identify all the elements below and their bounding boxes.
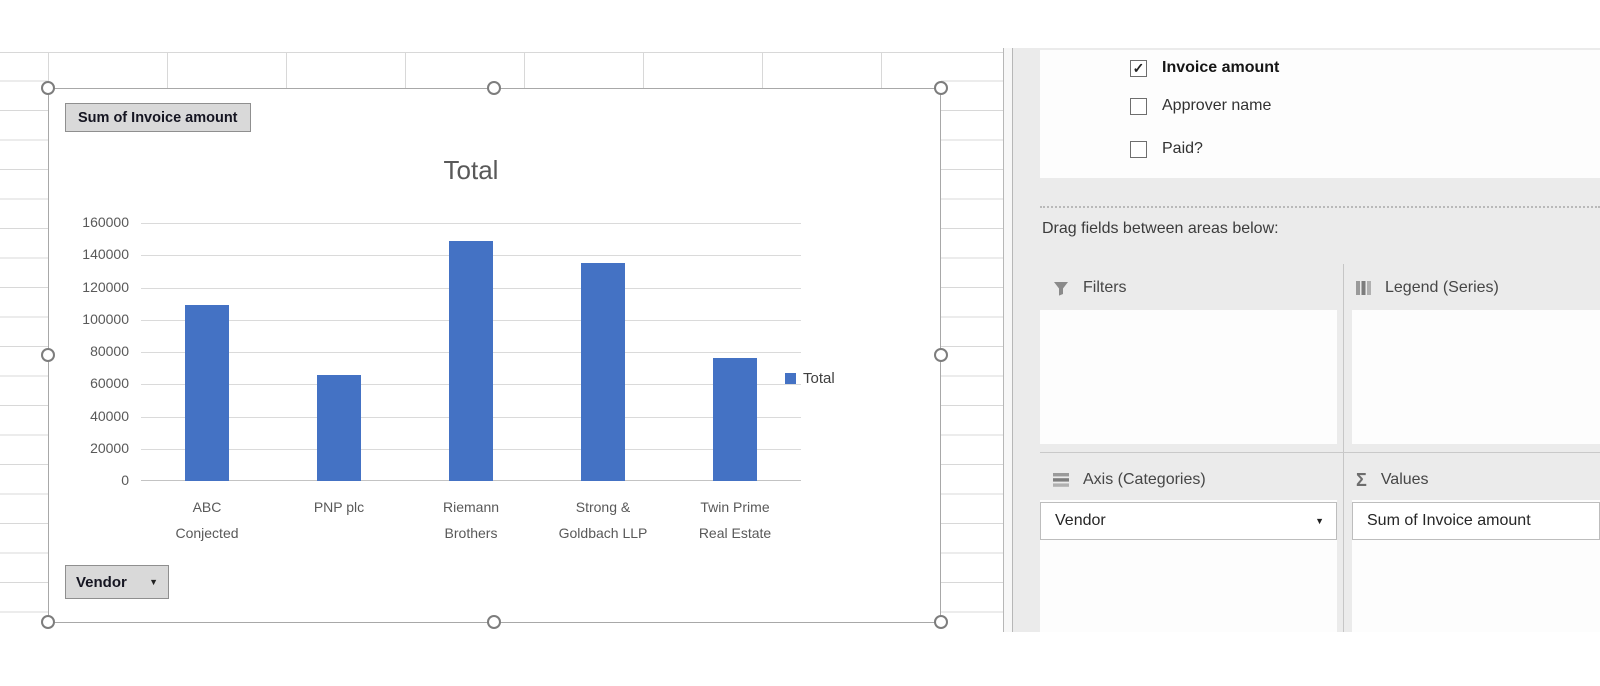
sheet-row-gridlines <box>0 52 48 636</box>
field-list: ✓ Invoice amount Approver name Paid? <box>1040 50 1600 178</box>
pivotchart-fields-pane: ✓ Invoice amount Approver name Paid? Dra… <box>1013 48 1600 632</box>
x-axis-category-label: Strong & Goldbach LLP <box>558 499 648 541</box>
resize-handle-bottom-right[interactable] <box>934 615 948 629</box>
y-axis-tick-label: 0 <box>121 472 129 488</box>
field-checkbox-row-invoice-amount[interactable]: ✓ Invoice amount <box>1130 57 1279 79</box>
legend-area-label: Legend (Series) <box>1385 279 1499 296</box>
resize-handle-bottom-left[interactable] <box>41 615 55 629</box>
resize-handle-middle-left[interactable] <box>41 348 55 362</box>
chart-title[interactable]: Total <box>443 155 499 185</box>
bar-strong-&-goldbach-llp[interactable] <box>581 263 625 481</box>
field-checkbox-row-paid[interactable]: Paid? <box>1130 138 1203 160</box>
gridline <box>141 223 801 224</box>
x-axis-category-label: Twin Prime Real Estate <box>698 499 772 541</box>
chart-axis-field-label: Vendor <box>76 573 127 591</box>
axis-field-pill-vendor[interactable]: Vendor ▼ <box>1040 502 1337 540</box>
filters-area-header: Filters <box>1053 276 1127 300</box>
x-axis-category-label: Riemann Brothers <box>442 499 500 541</box>
y-axis-tick-label: 60000 <box>90 375 129 392</box>
values-area-header: Σ Values <box>1356 468 1429 492</box>
axis-area-label: Axis (Categories) <box>1083 471 1206 488</box>
field-checkbox-row-approver-name[interactable]: Approver name <box>1130 95 1271 117</box>
pane-separator <box>1040 206 1600 208</box>
y-axis-tick-label: 160000 <box>82 214 129 230</box>
dropdown-arrow-icon: ▼ <box>1315 516 1324 526</box>
values-field-pill-label: Sum of Invoice amount <box>1367 512 1531 529</box>
filter-funnel-icon <box>1054 281 1068 296</box>
legend-series-label: Total <box>803 370 835 387</box>
plot-area: 0 20000 40000 60000 80000 100000 120000 140000 1… <box>82 214 801 541</box>
pivot-chart[interactable]: Sum of Invoice amount Total 0 20000 40000 6… <box>48 88 941 623</box>
drag-fields-hint: Drag fields between areas below: <box>1042 220 1279 237</box>
values-field-pill-sum-of-invoice-amount[interactable]: Sum of Invoice amount <box>1352 502 1600 540</box>
axis-area-header: Axis (Categories) <box>1053 468 1206 492</box>
axis-categories-icon <box>1053 473 1069 487</box>
legend-area-header: Legend (Series) <box>1356 276 1499 300</box>
dropdown-arrow-icon: ▼ <box>149 577 158 587</box>
field-label[interactable]: Approver name <box>1162 97 1272 114</box>
y-axis-tick-label: 140000 <box>82 246 129 263</box>
vertical-scrollbar[interactable] <box>1003 48 1013 632</box>
legend-drop-zone[interactable] <box>1352 310 1600 444</box>
values-area-label: Values <box>1380 471 1429 488</box>
x-axis-category-label: PNP plc <box>313 499 365 515</box>
y-axis-tick-label: 120000 <box>82 278 129 295</box>
checkbox-checked[interactable]: ✓ <box>1130 59 1147 77</box>
legend-series-icon <box>1356 281 1371 295</box>
y-axis-tick-label: 80000 <box>90 343 129 359</box>
field-label[interactable]: Invoice amount <box>1162 59 1280 76</box>
chart-value-field-button[interactable]: Sum of Invoice amount <box>65 103 251 132</box>
y-axis-tick-label: 20000 <box>90 439 129 456</box>
legend-color-swatch <box>785 373 796 384</box>
checkbox-unchecked[interactable] <box>1130 140 1147 158</box>
resize-handle-top-center[interactable] <box>487 81 501 95</box>
area-column-divider <box>1343 264 1344 632</box>
sheet-row-gridlines <box>941 52 1003 632</box>
checkbox-unchecked[interactable] <box>1130 97 1147 115</box>
axis-field-pill-label: Vendor <box>1055 512 1106 529</box>
resize-handle-top-left[interactable] <box>41 81 55 95</box>
y-axis-tick-label: 40000 <box>90 407 129 424</box>
sigma-icon: Σ <box>1356 469 1367 490</box>
chart-axis-field-button[interactable]: Vendor ▼ <box>65 565 169 599</box>
resize-handle-top-right[interactable] <box>934 81 948 95</box>
bar-twin-prime-real-estate[interactable] <box>713 358 757 481</box>
bar-abc-conjected[interactable] <box>185 305 229 481</box>
bar-pnp-plc[interactable] <box>317 374 361 481</box>
chart-value-field-label: Sum of Invoice amount <box>78 109 238 126</box>
filters-drop-zone[interactable] <box>1040 310 1337 444</box>
axis-drop-zone[interactable]: Vendor ▼ <box>1040 500 1337 632</box>
values-drop-zone[interactable]: Sum of Invoice amount <box>1352 500 1600 632</box>
field-label[interactable]: Paid? <box>1162 140 1203 157</box>
y-axis-tick-label: 100000 <box>82 310 129 327</box>
bar-riemann-brothers[interactable] <box>449 240 493 481</box>
filters-area-label: Filters <box>1083 279 1127 296</box>
resize-handle-bottom-center[interactable] <box>487 615 501 629</box>
chart-legend[interactable]: Total <box>785 370 835 387</box>
resize-handle-middle-right[interactable] <box>934 348 948 362</box>
x-axis-category-label: ABC Conjected <box>175 499 239 541</box>
area-row-divider <box>1040 452 1600 453</box>
